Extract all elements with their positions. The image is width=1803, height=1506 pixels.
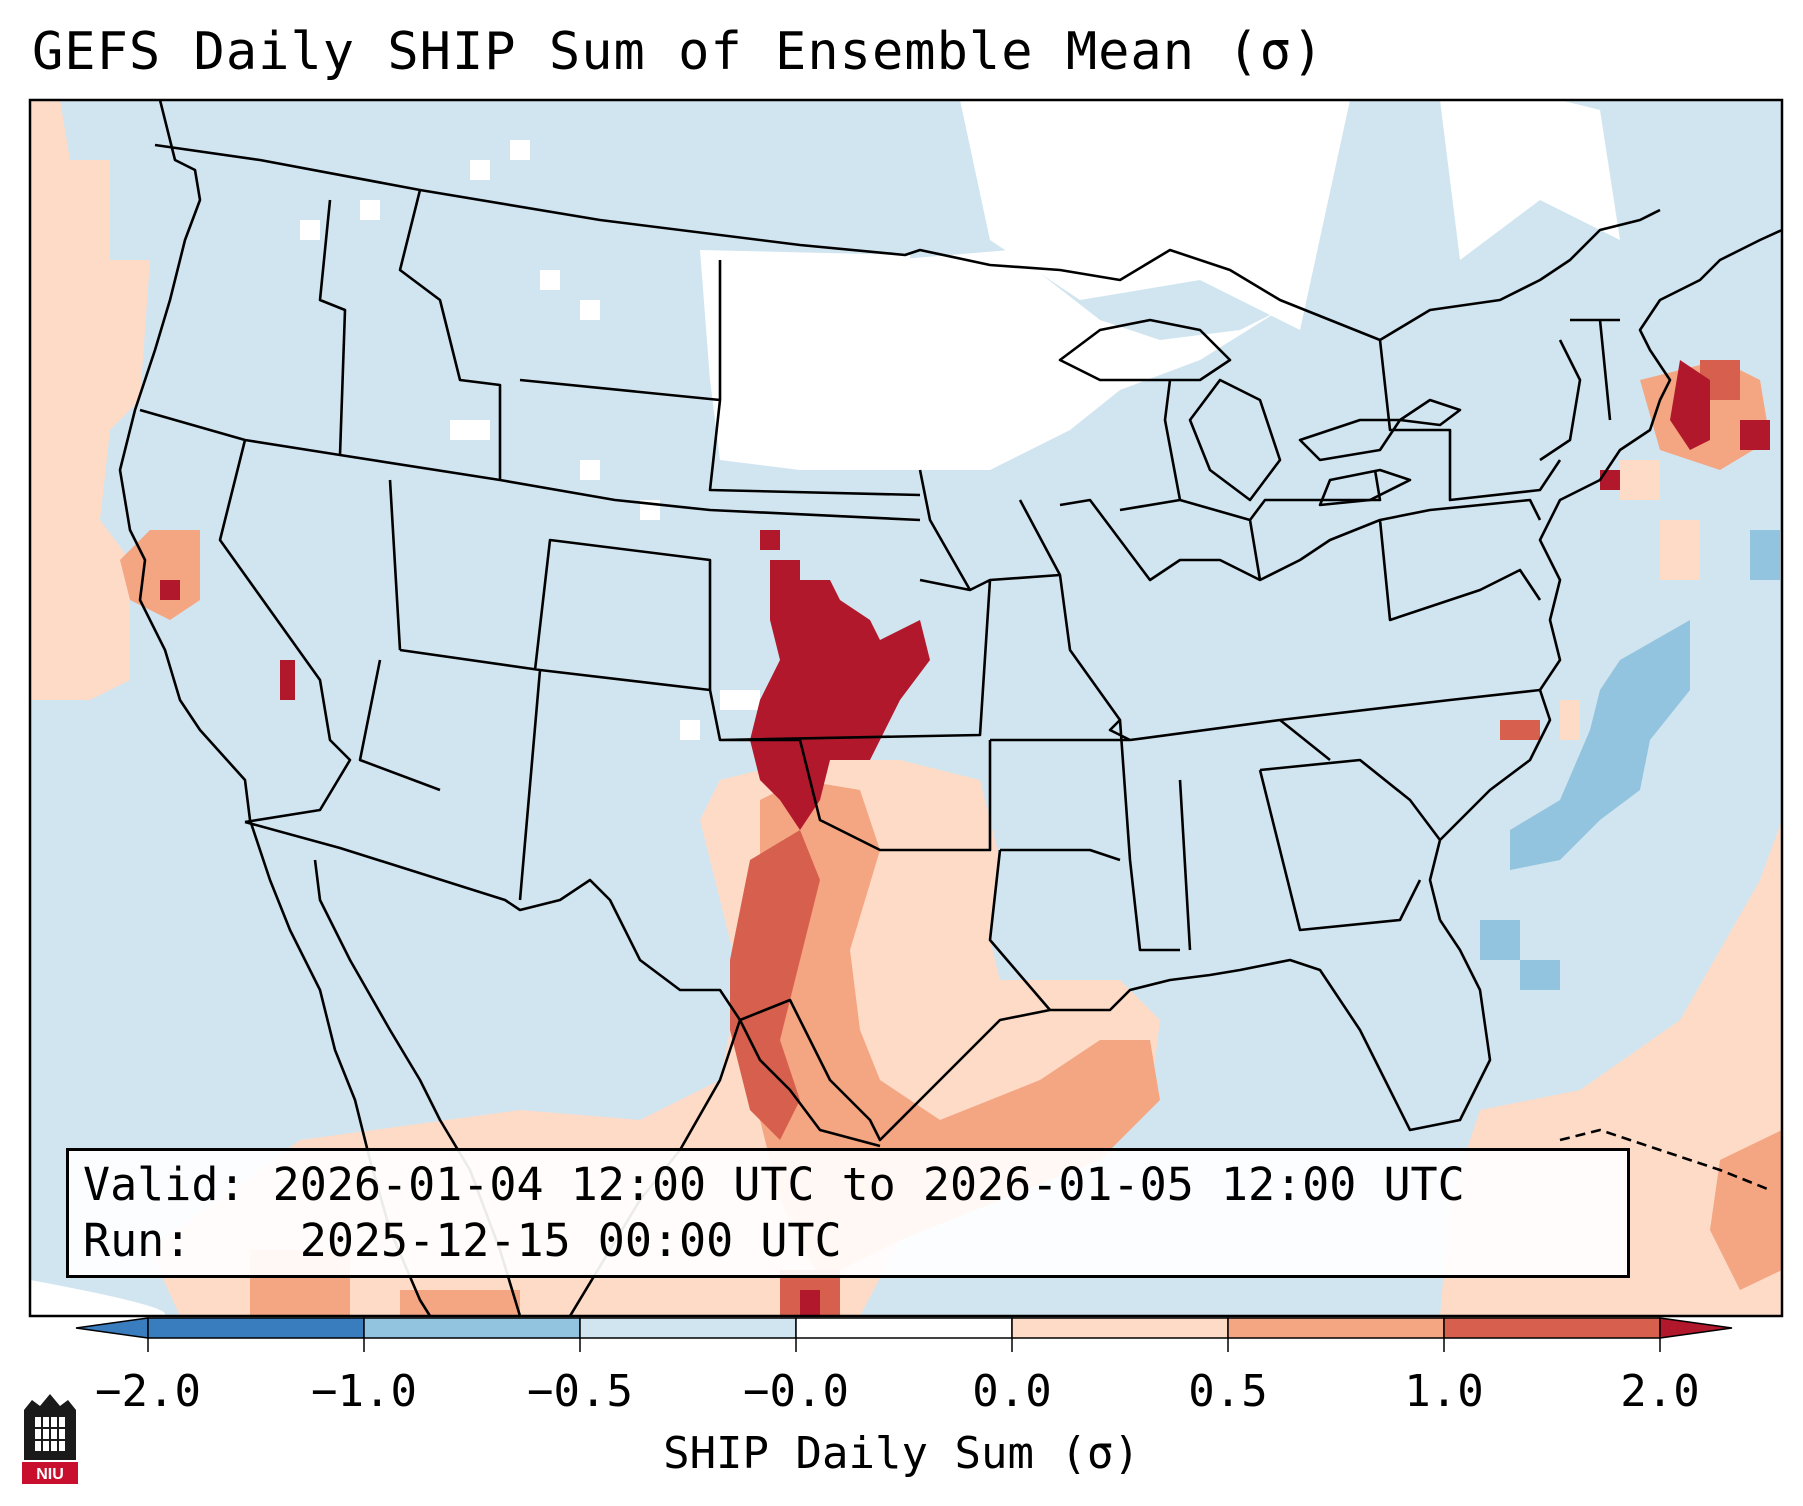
gulf-coastline (568, 919, 1492, 1316)
field-near-zero (300, 100, 1620, 740)
field-pos-strong (730, 360, 1740, 1316)
colorbar-tick-label: −2.0 (95, 1366, 201, 1417)
colorbar-bin-5 (1011, 1317, 1229, 1339)
colorbar-bin-1 (147, 1317, 365, 1339)
colorbar-bin-3 (579, 1317, 797, 1339)
field-pos-extreme (160, 360, 1770, 1316)
cuba-outline (1559, 1128, 1771, 1192)
colorbar (75, 1317, 1733, 1352)
colorbar-bin-2 (363, 1317, 581, 1339)
colorbar-extend-low (75, 1317, 149, 1339)
niu-logo-text: NIU (36, 1466, 64, 1483)
west-coastline (118, 100, 432, 1316)
colorbar-tick-label: −0.5 (527, 1366, 633, 1417)
colorbar-tick-label: 0.0 (972, 1366, 1052, 1417)
colorbar-tick-label: −1.0 (311, 1366, 417, 1417)
canada-border (154, 143, 1661, 342)
colorbar-bin-6 (1227, 1317, 1445, 1339)
valid-label: Valid: (83, 1158, 246, 1211)
niu-logo: NIU (22, 1394, 78, 1484)
run-label: Run: (83, 1214, 192, 1267)
east-coastline (1428, 228, 1782, 921)
valid-run-info-box: Valid: 2026-01-04 12:00 UTC to 2026-01-0… (66, 1148, 1630, 1278)
colorbar-bin-4 (795, 1317, 1013, 1339)
state-lines (139, 189, 1620, 1011)
map-title: GEFS Daily SHIP Sum of Ensemble Mean (σ) (32, 22, 1325, 82)
valid-value: 2026-01-04 12:00 UTC to 2026-01-05 12:00… (272, 1158, 1465, 1211)
colorbar-bin-7 (1443, 1317, 1661, 1339)
map-frame (28, 98, 1784, 1318)
map-field (30, 100, 1782, 1316)
colorbar-tick-label: 2.0 (1620, 1366, 1700, 1417)
colorbar-tick-label: 0.5 (1188, 1366, 1268, 1417)
run-value: 2025-12-15 00:00 UTC (299, 1214, 842, 1267)
colorbar-label: SHIP Daily Sum (σ) (663, 1428, 1140, 1479)
colorbar-tick-label: 1.0 (1404, 1366, 1484, 1417)
map-boundaries (118, 100, 1782, 1316)
colorbar-ticks (147, 1338, 1661, 1352)
great-lakes (1058, 318, 1462, 507)
colorbar-tick-label: −0.0 (743, 1366, 849, 1417)
colorbar-extend-high (1659, 1317, 1733, 1339)
mexico-border (244, 820, 881, 1148)
